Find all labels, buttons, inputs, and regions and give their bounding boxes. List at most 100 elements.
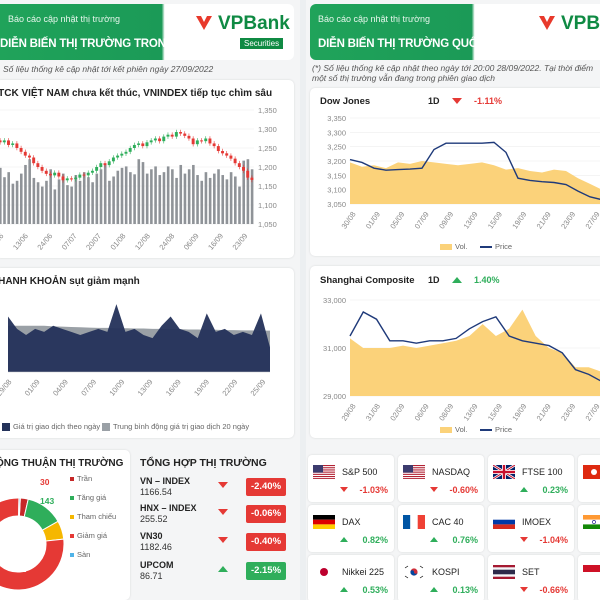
index-tile[interactable]	[578, 555, 600, 600]
index-tile[interactable]: S&P 500 -1.03%	[308, 455, 394, 502]
up-arrow-icon	[340, 537, 348, 542]
candle	[225, 153, 229, 156]
volume-bar	[112, 176, 115, 224]
candle	[120, 153, 124, 156]
y-tick-label: 1,150	[258, 182, 277, 191]
volume-bar	[192, 164, 195, 224]
index-tile[interactable]: CAC 40 0.76%	[398, 505, 484, 552]
candle	[179, 132, 183, 134]
dow-legend-vol: Vol.	[440, 242, 468, 251]
shanghai-card: Shanghai Composite 1D 1.40% 29,000 31,000…	[310, 266, 600, 438]
y-tick-label: 29,000	[323, 392, 346, 401]
volume-bar	[87, 177, 90, 224]
y-tick-label: 3,250	[327, 143, 346, 152]
liquidity-legend-ma20: Trung bình động giá trị giao dịch 20 ngà…	[102, 422, 249, 431]
logo-text: VPBank	[218, 12, 290, 34]
volume-bar	[32, 177, 36, 224]
summary-row-hnx: HNX – INDEX 255.52 -0.06%	[140, 503, 288, 527]
tile-change: 0.76%	[452, 535, 478, 545]
candle	[28, 155, 31, 158]
market-breadth-title: ỘNG THUẬN THỊ TRƯỜNG	[0, 458, 124, 469]
volume-bar	[221, 175, 225, 224]
x-tick-label: 29/08	[0, 378, 14, 398]
flag-hk-icon	[583, 465, 600, 479]
x-tick-label: 15/09	[486, 210, 504, 231]
index-tile[interactable]: IMOEX -1.04%	[488, 505, 574, 552]
up-arrow-icon	[430, 587, 438, 592]
volume-bar	[91, 182, 94, 224]
shanghai-period[interactable]: 1D	[428, 275, 440, 285]
volume-bar	[213, 173, 216, 224]
shanghai-legend-vol: Vol.	[440, 425, 468, 434]
breadth-legend-item: Tham chiếu	[70, 512, 130, 521]
dow-period[interactable]: 1D	[428, 96, 440, 106]
index-tile[interactable]: KOSPI 0.13%	[398, 555, 484, 600]
index-tile[interactable]: Nikkei 225 0.53%	[308, 555, 394, 600]
candle	[191, 138, 195, 145]
x-tick-label: 13/06	[11, 232, 30, 252]
up-arrow-icon	[218, 566, 228, 572]
index-tile[interactable]	[578, 455, 600, 502]
x-tick-label: 10/09	[107, 378, 126, 398]
candle	[141, 143, 145, 147]
x-tick-label: 01/09	[364, 210, 382, 231]
index-tile[interactable]: FTSE 100 0.23%	[488, 455, 574, 502]
candle	[216, 146, 220, 152]
candle	[149, 140, 153, 143]
candle	[23, 151, 27, 156]
update-note-2: một số thị trường vẫn đang trong phiên g…	[312, 73, 495, 83]
volume-area	[350, 161, 600, 204]
candle	[7, 140, 10, 145]
volume-bar	[66, 185, 69, 224]
donut-slice	[0, 497, 65, 591]
index-tile[interactable]: SET -0.66%	[488, 555, 574, 600]
legend-dot	[70, 533, 74, 538]
legend-swatch-price	[480, 428, 492, 431]
tile-change: -1.03%	[359, 485, 388, 495]
market-breadth-legend: Trần Tăng giá Tham chiếu Giảm giá Sàn	[70, 474, 130, 559]
candle	[132, 144, 136, 148]
x-tick-label: 01/09	[23, 378, 42, 398]
candle	[124, 151, 128, 154]
dow-jones-title: Dow Jones	[320, 96, 371, 107]
candle	[53, 172, 57, 176]
breadth-up-value: 143	[40, 496, 55, 506]
legend-swatch-vol	[440, 243, 452, 250]
y-tick-label: 1,350	[258, 106, 277, 115]
flag-ru-icon	[493, 515, 515, 529]
index-tile[interactable]: DAX 0.82%	[308, 505, 394, 552]
legend-label: Price	[495, 242, 513, 251]
candle	[57, 172, 61, 177]
candle	[2, 140, 6, 143]
donut-slice	[18, 497, 21, 517]
flag-id-icon	[583, 565, 600, 579]
volume-bar	[28, 159, 31, 224]
x-tick-label: 16/09	[206, 232, 225, 252]
index-tile[interactable]	[578, 505, 600, 552]
candle	[145, 142, 149, 147]
legend-label: Price	[495, 425, 513, 434]
index-tile[interactable]: NASDAQ -0.60%	[398, 455, 484, 502]
y-tick-label: 3,050	[327, 200, 346, 209]
vpbank-logo-icon	[539, 16, 555, 30]
volume-bar	[179, 164, 183, 224]
summary-name: HNX – INDEX	[140, 503, 197, 513]
y-tick-label: 3,350	[327, 114, 346, 123]
candle	[82, 174, 86, 176]
tile-change: -0.66%	[539, 585, 568, 595]
candle	[162, 136, 166, 142]
tile-index-name: FTSE 100	[522, 467, 563, 477]
breadth-legend-item: Giảm giá	[70, 531, 130, 540]
candle	[170, 134, 174, 137]
candle	[200, 140, 204, 142]
legend-dot	[70, 476, 74, 481]
volume-bar	[234, 176, 237, 224]
up-arrow-icon	[520, 487, 528, 492]
candle	[99, 163, 103, 167]
x-tick-label: 25/09	[249, 378, 268, 398]
legend-swatch-navy	[2, 422, 10, 431]
x-tick-label: 23/09	[559, 210, 577, 231]
down-arrow-icon	[430, 487, 438, 492]
volume-bar	[250, 169, 254, 224]
volume-bar	[95, 173, 99, 224]
